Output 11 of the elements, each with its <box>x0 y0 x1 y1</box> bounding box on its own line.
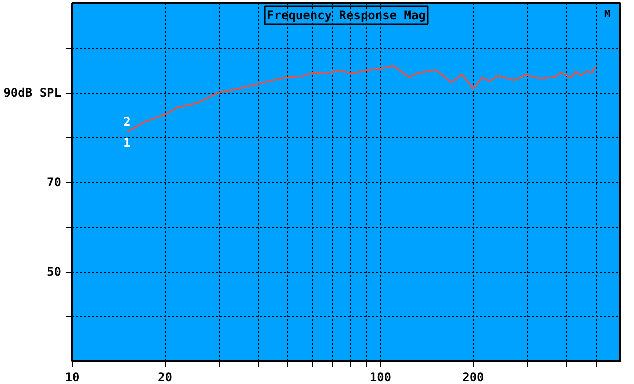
chart-title: Frequency Response Mag <box>267 8 426 22</box>
annotation: 1 <box>124 136 131 150</box>
x-tick-label: 100 <box>370 370 392 384</box>
y-tick-label: 90dB SPL <box>4 86 62 100</box>
annotation: M <box>604 10 611 20</box>
annotation: 2 <box>124 114 131 129</box>
x-tick-label: 20 <box>158 370 172 384</box>
x-tick-label: 10 <box>65 370 80 384</box>
x-tick-label: 200 <box>462 370 484 384</box>
y-tick-label: 70 <box>47 176 62 190</box>
y-tick-label: 50 <box>47 265 62 279</box>
